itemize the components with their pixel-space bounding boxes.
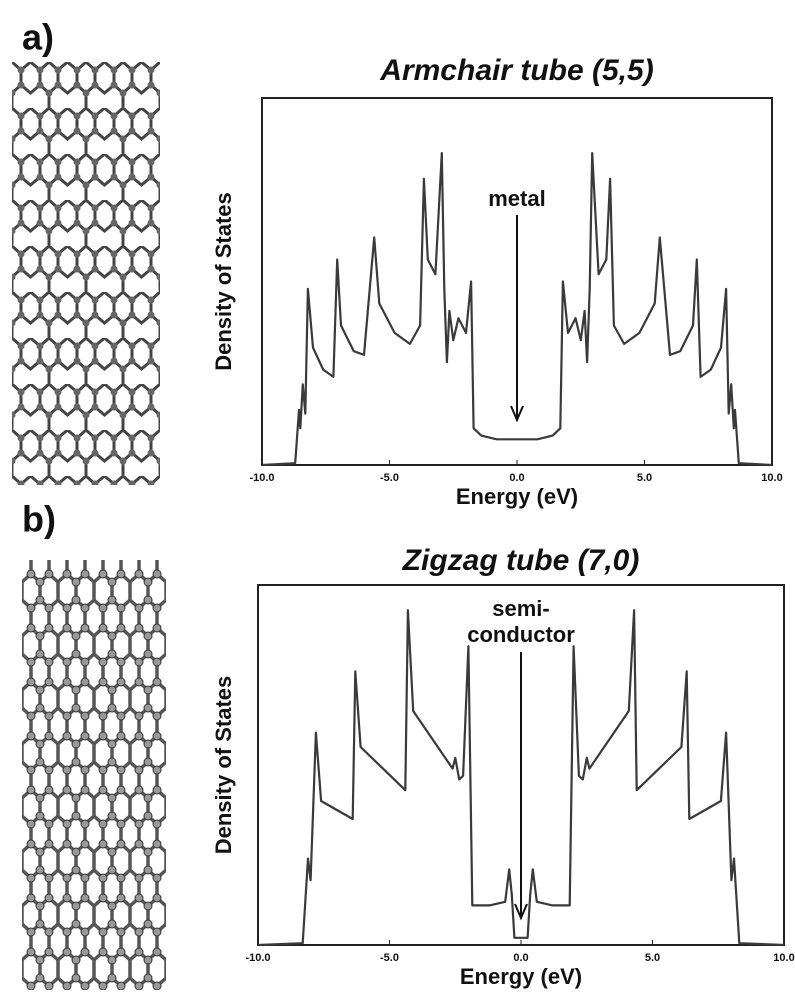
- x-tick-label: -5.0: [380, 952, 399, 964]
- x-axis-label: Energy (eV): [456, 484, 578, 509]
- nanotube-zigzag: [22, 560, 166, 990]
- panel-label: b): [22, 499, 56, 540]
- x-tick-label: 10.0: [761, 472, 782, 484]
- chart-title: Armchair tube (5,5): [379, 54, 653, 87]
- annotation: metal: [488, 186, 545, 211]
- dos-curve: [257, 609, 785, 947]
- arrow-head: [514, 903, 528, 921]
- x-tick-label: -5.0: [380, 472, 399, 484]
- x-tick-label: -10.0: [245, 952, 270, 964]
- y-axis-label: Density of States: [211, 676, 236, 855]
- x-axis-label: Energy (eV): [460, 964, 582, 989]
- y-axis-label: Density of States: [211, 192, 236, 371]
- x-tick-label: -10.0: [249, 472, 274, 484]
- panel-label: a): [22, 17, 54, 58]
- x-tick-label: 0.0: [509, 472, 524, 484]
- x-tick-label: 5.0: [637, 472, 652, 484]
- dos-curve: [261, 152, 773, 467]
- x-tick-label: 0.0: [513, 952, 528, 964]
- x-tick-label: 10.0: [773, 952, 794, 964]
- x-tick-label: 5.0: [645, 952, 660, 964]
- annotation: conductor: [467, 622, 575, 647]
- annotation: semi-: [492, 596, 549, 621]
- chart-title: Zigzag tube (7,0): [402, 544, 640, 577]
- arrow-head: [510, 405, 524, 423]
- nanotube-armchair: [12, 62, 160, 485]
